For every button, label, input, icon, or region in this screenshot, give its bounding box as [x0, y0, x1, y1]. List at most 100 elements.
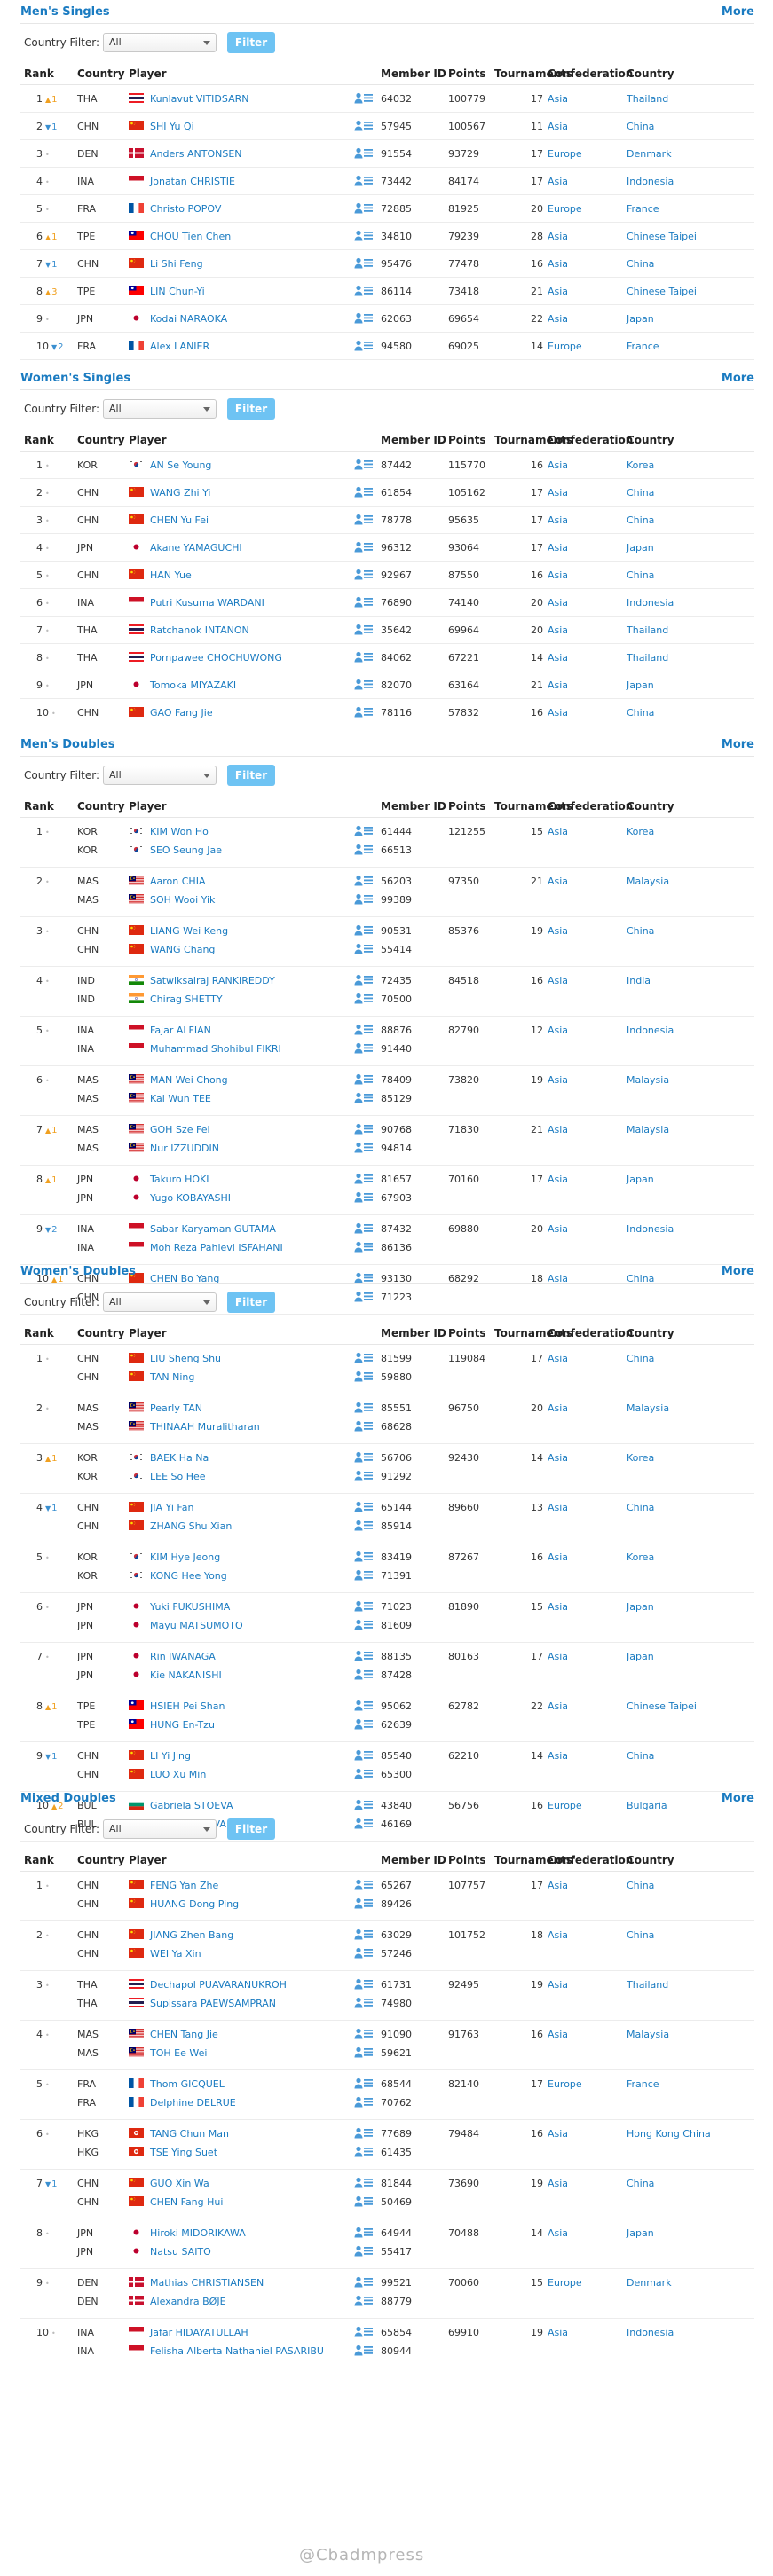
player-name-link[interactable]: WEI Ya Xin [150, 1948, 201, 1959]
player-profile-icon[interactable] [354, 1420, 374, 1432]
player-profile-icon[interactable] [354, 1402, 374, 1413]
player-name-link[interactable]: Satwiksairaj RANKIREDDY [150, 975, 275, 986]
country-link[interactable]: Thailand [627, 1979, 669, 1991]
player-name-link[interactable]: Christo POPOV [150, 203, 222, 215]
country-link[interactable]: Thailand [627, 652, 669, 664]
confederation-link[interactable]: Asia [548, 1551, 569, 1563]
player-name-link[interactable]: CHOU Tien Chen [150, 231, 232, 242]
player-profile-icon[interactable] [354, 541, 374, 553]
player-profile-icon[interactable] [354, 340, 374, 351]
player-profile-icon[interactable] [354, 2326, 374, 2337]
player-name-link[interactable]: Yugo KOBAYASHI [150, 1192, 232, 1204]
player-profile-icon[interactable] [354, 2245, 374, 2257]
player-name-link[interactable]: CHEN Yu Fei [150, 514, 209, 526]
country-link[interactable]: China [627, 2178, 655, 2189]
player-name-link[interactable]: Felisha Alberta Nathaniel PASARIBU [150, 2345, 324, 2357]
player-profile-icon[interactable] [354, 1718, 374, 1730]
player-name-link[interactable]: LIN Chun-Yi [150, 286, 205, 297]
player-profile-icon[interactable] [354, 875, 374, 886]
confederation-link[interactable]: Asia [548, 569, 569, 581]
confederation-link[interactable]: Asia [548, 258, 569, 270]
country-link[interactable]: Japan [627, 679, 654, 691]
player-profile-icon[interactable] [354, 1352, 374, 1363]
country-link[interactable]: France [627, 203, 659, 215]
player-name-link[interactable]: Kai Wun TEE [150, 1093, 211, 1104]
confederation-link[interactable]: Asia [548, 1651, 569, 1662]
confederation-link[interactable]: Asia [548, 826, 569, 837]
confederation-link[interactable]: Asia [548, 876, 569, 887]
player-name-link[interactable]: SHI Yu Qi [150, 121, 194, 132]
confederation-link[interactable]: Asia [548, 2128, 569, 2140]
player-profile-icon[interactable] [354, 1879, 374, 1890]
player-profile-icon[interactable] [354, 1370, 374, 1382]
player-name-link[interactable]: WANG Chang [150, 944, 216, 955]
filter-button[interactable]: Filter [227, 1818, 275, 1840]
player-name-link[interactable]: ZHANG Shu Xian [150, 1520, 233, 1532]
more-link[interactable]: More [721, 5, 754, 19]
player-profile-icon[interactable] [354, 175, 374, 186]
country-link[interactable]: Korea [627, 826, 655, 837]
player-name-link[interactable]: TANG Chun Man [150, 2128, 229, 2140]
player-profile-icon[interactable] [354, 1947, 374, 1959]
player-profile-icon[interactable] [354, 844, 374, 855]
section-title[interactable]: Women's Doubles [20, 1265, 136, 1278]
player-name-link[interactable]: Li Shi Feng [150, 258, 203, 270]
confederation-link[interactable]: Europe [548, 203, 582, 215]
country-link[interactable]: France [627, 341, 659, 352]
confederation-link[interactable]: Asia [548, 231, 569, 242]
player-profile-icon[interactable] [354, 1142, 374, 1153]
player-profile-icon[interactable] [354, 1191, 374, 1203]
player-name-link[interactable]: Dechapol PUAVARANUKROH [150, 1979, 287, 1991]
player-name-link[interactable]: Tomoka MIYAZAKI [150, 679, 237, 691]
country-link[interactable]: China [627, 121, 655, 132]
player-profile-icon[interactable] [354, 2077, 374, 2089]
country-link[interactable]: China [627, 1929, 655, 1941]
player-profile-icon[interactable] [354, 1978, 374, 1990]
player-name-link[interactable]: KONG Hee Yong [150, 1570, 227, 1582]
country-link[interactable]: Indonesia [627, 1223, 674, 1235]
player-name-link[interactable]: FENG Yan Zhe [150, 1880, 219, 1891]
player-name-link[interactable]: KIM Hye Jeong [150, 1551, 221, 1563]
player-name-link[interactable]: Yuki FUKUSHIMA [150, 1601, 231, 1613]
country-link[interactable]: Malaysia [627, 2029, 670, 2040]
confederation-link[interactable]: Asia [548, 1402, 569, 1414]
confederation-link[interactable]: Asia [548, 121, 569, 132]
player-profile-icon[interactable] [354, 1470, 374, 1481]
confederation-link[interactable]: Asia [548, 542, 569, 554]
confederation-link[interactable]: Asia [548, 93, 569, 105]
player-profile-icon[interactable] [354, 974, 374, 986]
player-profile-icon[interactable] [354, 1768, 374, 1779]
country-link[interactable]: Japan [627, 1601, 654, 1613]
player-name-link[interactable]: Kunlavut VITIDSARN [150, 93, 249, 105]
player-profile-icon[interactable] [354, 679, 374, 690]
country-filter-select[interactable]: All [103, 399, 217, 419]
confederation-link[interactable]: Asia [548, 2029, 569, 2040]
player-profile-icon[interactable] [354, 2096, 374, 2108]
confederation-link[interactable]: Asia [548, 679, 569, 691]
player-name-link[interactable]: CHEN Tang Jie [150, 2029, 218, 2040]
section-title[interactable]: Men's Singles [20, 5, 110, 19]
player-profile-icon[interactable] [354, 1272, 374, 1284]
country-link[interactable]: Indonesia [627, 176, 674, 187]
country-link[interactable]: China [627, 487, 655, 499]
confederation-link[interactable]: Asia [548, 1353, 569, 1364]
player-name-link[interactable]: LIU Sheng Shu [150, 1353, 222, 1364]
confederation-link[interactable]: Asia [548, 1452, 569, 1464]
player-name-link[interactable]: GAO Fang Jie [150, 707, 213, 719]
player-profile-icon[interactable] [354, 285, 374, 296]
player-name-link[interactable]: SOH Wooi Yik [150, 894, 216, 906]
more-link[interactable]: More [721, 1792, 754, 1805]
player-profile-icon[interactable] [354, 2028, 374, 2039]
country-link[interactable]: Japan [627, 1651, 654, 1662]
player-profile-icon[interactable] [354, 893, 374, 905]
confederation-link[interactable]: Europe [548, 341, 582, 352]
confederation-link[interactable]: Europe [548, 2078, 582, 2090]
confederation-link[interactable]: Asia [548, 1025, 569, 1036]
player-name-link[interactable]: Aaron CHIA [150, 876, 206, 887]
country-link[interactable]: Chinese Taipei [627, 1700, 697, 1712]
country-link[interactable]: Malaysia [627, 1124, 670, 1135]
confederation-link[interactable]: Asia [548, 1223, 569, 1235]
country-link[interactable]: Chinese Taipei [627, 286, 697, 297]
player-name-link[interactable]: BAEK Ha Na [150, 1452, 209, 1464]
player-profile-icon[interactable] [354, 1241, 374, 1253]
